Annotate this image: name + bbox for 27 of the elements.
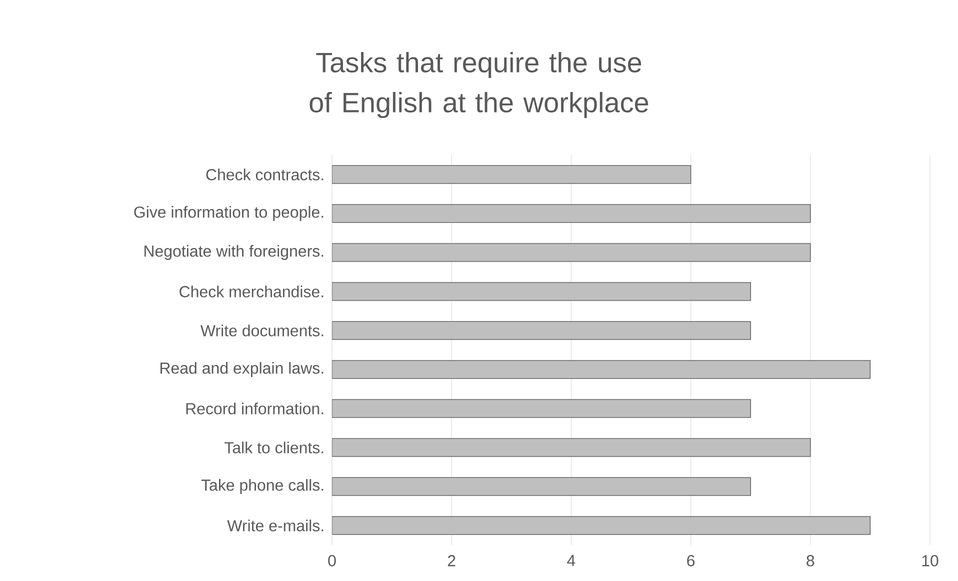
y-tick-label: Talk to clients. <box>224 442 324 454</box>
bar <box>332 477 751 496</box>
y-tick-label: Give information to people. <box>134 206 324 221</box>
bar <box>332 360 871 379</box>
bar <box>332 399 751 418</box>
x-tick-label: 8 <box>806 555 814 566</box>
x-tick-label: 0 <box>328 555 336 566</box>
x-tick-label: 10 <box>922 555 938 566</box>
y-tick-label: Write e-mails. <box>227 520 324 532</box>
y-tick-label: Read and explain laws. <box>160 362 324 377</box>
x-tick-label: 4 <box>567 555 576 566</box>
bar <box>332 438 811 457</box>
x-tick-label: 2 <box>448 555 456 566</box>
bar <box>332 321 751 340</box>
y-tick-label: Check contracts. <box>206 168 324 180</box>
y-tick-label: Record information. <box>186 402 324 414</box>
bar <box>332 282 751 301</box>
bar <box>332 516 871 535</box>
y-tick-label: Check merchandise. <box>180 286 324 298</box>
y-tick-label: Write documents. <box>200 324 324 336</box>
bar <box>332 204 811 223</box>
bar <box>332 165 692 184</box>
y-tick-label: Take phone calls. <box>201 479 324 494</box>
x-tick-label: 6 <box>687 555 695 566</box>
chart-title: Tasks that require the use of English at the workplace <box>310 52 648 118</box>
bar <box>332 243 811 262</box>
y-tick-label: Negotiate with foreigners. <box>144 245 324 260</box>
